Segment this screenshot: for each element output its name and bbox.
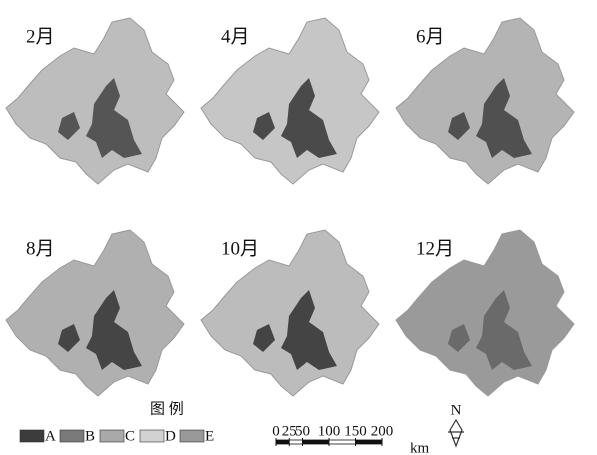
scale-tick-label: 200 xyxy=(371,423,394,439)
map-panel: 8月 xyxy=(6,230,184,396)
panel-label: 12月 xyxy=(416,238,454,259)
north-label: N xyxy=(451,402,462,418)
map-panel: 4月 xyxy=(201,18,379,184)
scale-tick-label: 0 xyxy=(272,423,280,439)
legend-swatch xyxy=(180,430,204,442)
scale-segment xyxy=(303,440,330,444)
map-panels: 2月 4月 6月 8月 10月 12月 xyxy=(6,18,574,396)
scale-segment xyxy=(289,440,302,444)
figure: 2月4月6月8月10月12月 图 例 ABCDE 02550100150200 … xyxy=(0,0,597,455)
panel-label: 2月 xyxy=(26,26,55,47)
scale-segment xyxy=(276,440,289,444)
legend-label: C xyxy=(125,428,135,444)
legend-swatch xyxy=(140,430,164,442)
panel-label: 4月 xyxy=(221,26,250,47)
panel-label: 8月 xyxy=(26,238,55,259)
scale-tick-label: 150 xyxy=(344,423,367,439)
legend-swatch xyxy=(100,430,124,442)
map-panel: 6月 xyxy=(396,18,574,184)
scale-segment xyxy=(329,440,356,444)
legend-swatch xyxy=(60,430,84,442)
scale-unit: km xyxy=(410,440,430,455)
map-panel: 10月 xyxy=(201,230,379,396)
legend-swatch xyxy=(20,430,44,442)
legend-title: 图 例 xyxy=(150,400,184,417)
map-panel: 2月 xyxy=(6,18,184,184)
scale-segment xyxy=(356,440,383,444)
legend: A B C D E xyxy=(20,428,214,444)
map-panel: 12月 xyxy=(396,230,574,396)
north-arrow: N xyxy=(448,402,464,446)
panel-label: 6月 xyxy=(416,26,445,47)
legend-label: D xyxy=(165,428,176,444)
legend-label: A xyxy=(45,428,56,444)
scale-tick-label: 100 xyxy=(318,423,341,439)
legend-label: B xyxy=(85,428,95,444)
panel-label: 10月 xyxy=(221,238,259,259)
north-icon xyxy=(450,420,462,446)
legend-label: E xyxy=(205,428,214,444)
scale-tick-label: 50 xyxy=(295,423,310,439)
